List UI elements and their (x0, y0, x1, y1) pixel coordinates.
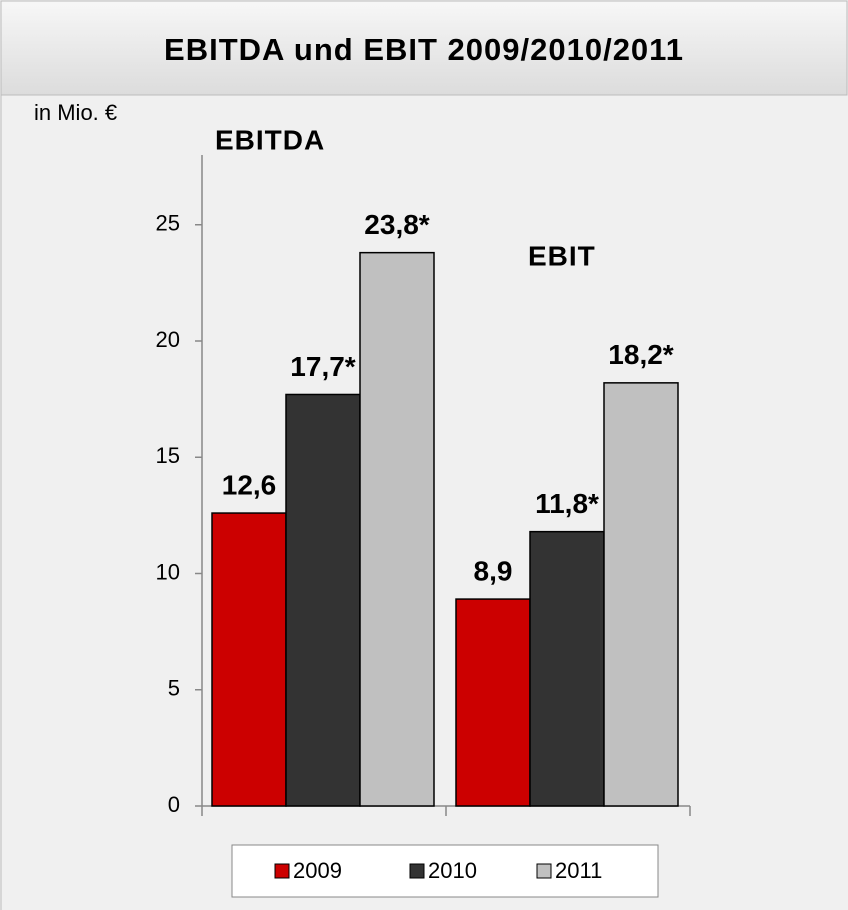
data-label: 8,9 (474, 555, 513, 586)
y-unit: in Mio. € (34, 100, 117, 125)
data-label: 18,2* (608, 339, 673, 370)
bar (211, 512, 287, 807)
y-tick-label: 15 (156, 443, 180, 468)
legend-swatch (536, 863, 552, 879)
data-label: 12,6 (222, 469, 277, 500)
legend-label: 2009 (293, 858, 342, 883)
legend-label: 2010 (428, 858, 477, 883)
legend-label: 2011 (555, 858, 602, 883)
y-tick-label: 5 (168, 676, 180, 701)
legend-swatch (409, 863, 425, 879)
data-label: 23,8* (364, 209, 429, 240)
chart-title: EBITDA und EBIT 2009/2010/2011 (164, 32, 684, 67)
bar (285, 393, 361, 807)
title-bar (0, 0, 848, 96)
bar (455, 598, 531, 807)
y-tick-label: 10 (156, 559, 180, 584)
y-tick-label: 25 (156, 211, 180, 236)
y-tick-label: 0 (168, 792, 180, 817)
data-label: 11,8* (535, 488, 599, 519)
category-label: EBITDA (215, 124, 325, 155)
bar (359, 251, 435, 807)
legend-swatch (274, 863, 290, 879)
legend-box (231, 844, 659, 898)
data-label: 17,7* (290, 351, 355, 382)
bar (529, 530, 605, 807)
bar (603, 382, 679, 807)
category-label: EBIT (528, 240, 596, 271)
y-tick-label: 20 (156, 327, 180, 352)
